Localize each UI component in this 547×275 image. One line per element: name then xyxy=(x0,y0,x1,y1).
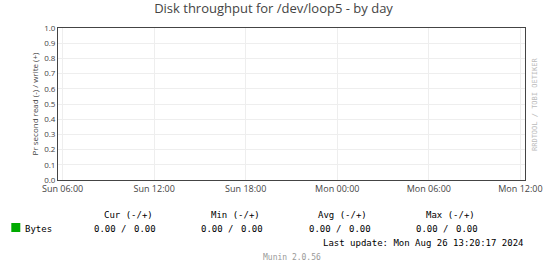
svg-text:Bytes: Bytes xyxy=(25,224,52,234)
svg-text:0.00: 0.00 xyxy=(456,224,478,234)
svg-text:1.0: 1.0 xyxy=(44,22,56,33)
svg-text:Sun 12:00: Sun 12:00 xyxy=(134,182,175,195)
svg-text:Max (-/+): Max (-/+) xyxy=(426,210,475,220)
svg-text:Last update: Mon Aug 26 13:20:: Last update: Mon Aug 26 13:20:17 2024 xyxy=(323,238,523,248)
svg-text:0.7: 0.7 xyxy=(44,67,56,78)
svg-text:0.8: 0.8 xyxy=(44,52,56,63)
svg-text:Cur (-/+): Cur (-/+) xyxy=(104,210,153,220)
svg-text:0.6: 0.6 xyxy=(44,83,56,94)
svg-text:0.00 /: 0.00 / xyxy=(201,224,234,234)
svg-text:Disk throughput for /dev/loop5: Disk throughput for /dev/loop5 - by day xyxy=(154,0,393,17)
svg-text:Sun 06:00: Sun 06:00 xyxy=(42,182,83,195)
svg-text:Munin 2.0.56: Munin 2.0.56 xyxy=(263,253,321,262)
svg-text:0.9: 0.9 xyxy=(44,37,56,48)
svg-text:0.5: 0.5 xyxy=(44,98,56,109)
svg-text:Mon 00:00: Mon 00:00 xyxy=(315,182,359,195)
svg-text:Sun 18:00: Sun 18:00 xyxy=(225,182,266,195)
svg-text:0.00 /: 0.00 / xyxy=(94,224,127,234)
svg-text:0.4: 0.4 xyxy=(44,113,56,124)
svg-text:Min (-/+): Min (-/+) xyxy=(211,210,260,220)
svg-text:Mon 06:00: Mon 06:00 xyxy=(407,182,451,195)
svg-text:0.00 /: 0.00 / xyxy=(416,224,449,234)
svg-text:RRDTOOL / TOBI OETIKER: RRDTOOL / TOBI OETIKER xyxy=(531,57,539,151)
svg-text:Avg (-/+): Avg (-/+) xyxy=(318,210,367,220)
svg-text:0.1: 0.1 xyxy=(44,159,55,170)
svg-text:0.00: 0.00 xyxy=(134,224,156,234)
svg-text:0.00: 0.00 xyxy=(349,224,371,234)
svg-text:0.3: 0.3 xyxy=(44,128,56,139)
svg-text:0.00: 0.00 xyxy=(241,224,263,234)
svg-text:0.2: 0.2 xyxy=(44,143,56,154)
svg-text:Mon 12:00: Mon 12:00 xyxy=(498,182,542,195)
svg-text:0.0: 0.0 xyxy=(44,174,56,185)
svg-text:Pr second read (-) / write (+): Pr second read (-) / write (+) xyxy=(29,52,40,155)
svg-text:0.00 /: 0.00 / xyxy=(309,224,342,234)
